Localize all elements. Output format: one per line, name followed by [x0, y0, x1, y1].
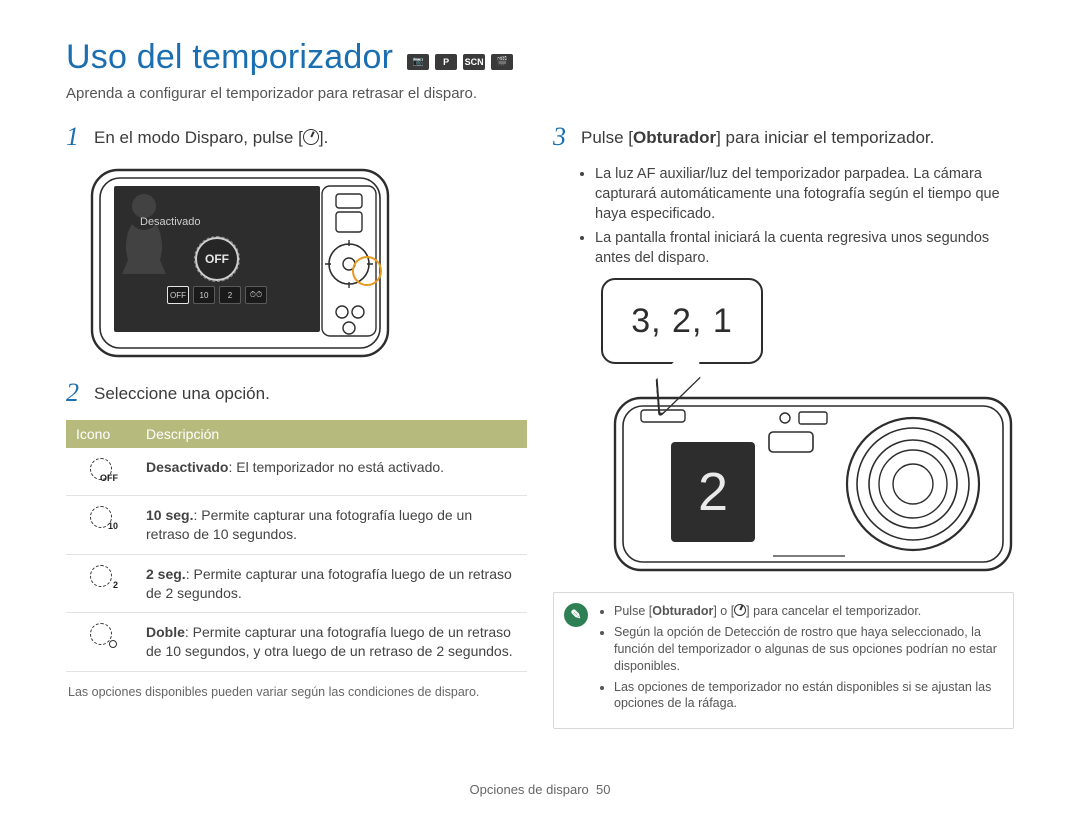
countdown-speech-bubble: 3, 2, 1 [601, 278, 763, 364]
bullet-item: La pantalla frontal iniciará la cuenta r… [595, 228, 1014, 268]
row-desc: 10 seg.: Permite capturar una fotografía… [136, 495, 527, 554]
note-icon: ✎ [564, 603, 588, 627]
row-icon-off: OFF [66, 448, 136, 495]
table-header-desc: Descripción [136, 420, 527, 448]
highlight-circle [352, 256, 382, 286]
step-3-bullets: La luz AF auxiliar/luz del temporizador … [579, 164, 1014, 268]
screen-mode-label: Desactivado [140, 216, 201, 228]
info-item: Las opciones de temporizador no están di… [614, 679, 1001, 713]
bullet-item: La luz AF auxiliar/luz del temporizador … [595, 164, 1014, 224]
info-item: Según la opción de Detección de rostro q… [614, 624, 1001, 675]
step-number: 2 [66, 380, 84, 406]
camera-back-illustration: Desactivado OFF OFF 10 2 ⏱⏱ [90, 164, 527, 362]
screen-selected-icon: OFF [195, 237, 239, 281]
mode-icon: SCN [463, 54, 485, 70]
screen-option-row: OFF 10 2 ⏱⏱ [167, 286, 267, 304]
row-desc: Desactivado: El temporizador no está act… [136, 448, 527, 495]
screen-option: OFF [167, 286, 189, 304]
table-header-icon: Icono [66, 420, 136, 448]
step-number: 1 [66, 124, 84, 150]
page-footer: Opciones de disparo 50 [0, 782, 1080, 797]
page-subtitle: Aprenda a configurar el temporizador par… [66, 85, 1014, 102]
mode-icon: P [435, 54, 457, 70]
info-item: Pulse [Obturador] o [] para cancelar el … [614, 603, 1001, 620]
step-text: En el modo Disparo, pulse []. [94, 124, 328, 150]
timer-icon [303, 129, 319, 145]
step-text: Seleccione una opción. [94, 380, 270, 406]
screen-option: 10 [193, 286, 215, 304]
row-desc: 2 seg.: Permite capturar una fotografía … [136, 554, 527, 613]
table-row: OFF Desactivado: El temporizador no está… [66, 448, 527, 495]
row-icon-10s: 10 [66, 495, 136, 554]
table-row: 2 2 seg.: Permite capturar una fotografí… [66, 554, 527, 613]
page-title: Uso del temporizador [66, 38, 393, 77]
camera-front-illustration: 3, 2, 1 [553, 278, 1014, 578]
table-row: Doble: Permite capturar una fotografía l… [66, 613, 527, 672]
left-column: 1 En el modo Disparo, pulse []. [66, 124, 527, 729]
options-table: Icono Descripción OFF Desactivado: El te… [66, 420, 527, 672]
screen-option: 2 [219, 286, 241, 304]
right-column: 3 Pulse [Obturador] para iniciar el temp… [553, 124, 1014, 729]
mode-icon: 🎬 [491, 54, 513, 70]
step-text: Pulse [Obturador] para iniciar el tempor… [581, 124, 934, 150]
mode-icons: 📷 P SCN 🎬 [407, 54, 513, 70]
manual-page: Uso del temporizador 📷 P SCN 🎬 Aprenda a… [0, 0, 1080, 815]
row-desc: Doble: Permite capturar una fotografía l… [136, 613, 527, 672]
table-footnote: Las opciones disponibles pueden variar s… [66, 684, 527, 701]
step-3: 3 Pulse [Obturador] para iniciar el temp… [553, 124, 1014, 150]
step-2: 2 Seleccione una opción. [66, 380, 527, 406]
row-icon-2s: 2 [66, 554, 136, 613]
step-1: 1 En el modo Disparo, pulse []. [66, 124, 527, 150]
front-lcd-countdown: 2 [671, 442, 755, 542]
step-number: 3 [553, 124, 571, 150]
camera-lcd-screen: Desactivado OFF OFF 10 2 ⏱⏱ [114, 186, 320, 332]
title-row: Uso del temporizador 📷 P SCN 🎬 [66, 38, 1014, 77]
row-icon-double [66, 613, 136, 672]
mode-icon: 📷 [407, 54, 429, 70]
screen-option: ⏱⏱ [245, 286, 267, 304]
info-note-box: ✎ Pulse [Obturador] o [] para cancelar e… [553, 592, 1014, 729]
info-list: Pulse [Obturador] o [] para cancelar el … [598, 603, 1001, 716]
two-column-layout: 1 En el modo Disparo, pulse []. [66, 124, 1014, 729]
table-row: 10 10 seg.: Permite capturar una fotogra… [66, 495, 527, 554]
timer-icon [734, 604, 746, 616]
